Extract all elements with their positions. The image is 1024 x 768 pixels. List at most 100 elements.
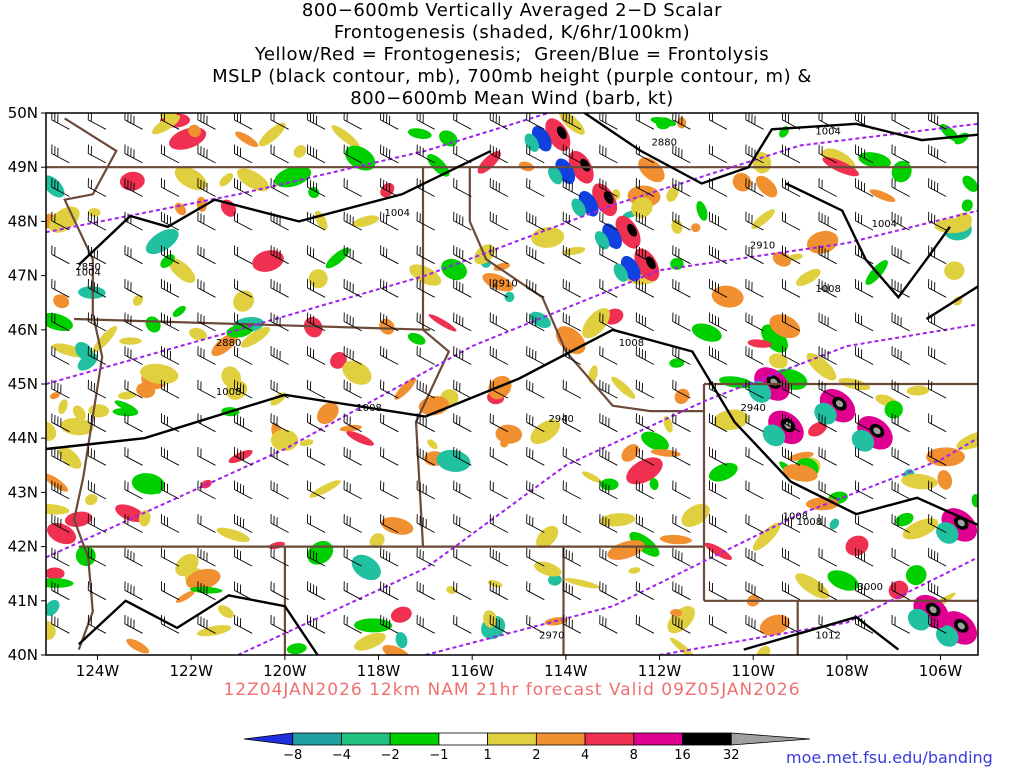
barb-flag (891, 312, 893, 322)
barb-flag (130, 214, 132, 224)
wind-barb (891, 312, 910, 332)
wind-barb (306, 581, 326, 601)
barb-flag (197, 547, 199, 557)
shade-blob (607, 540, 645, 560)
barb-flag (160, 514, 163, 524)
shade-blob (342, 360, 372, 385)
barb-flag (748, 549, 750, 559)
barb-flag (934, 147, 936, 157)
wind-barb (526, 514, 545, 533)
wind-barb (160, 245, 180, 265)
barb-flag (529, 515, 531, 525)
wind-barb (124, 413, 143, 433)
barb-flag (306, 514, 309, 524)
barb-flag (599, 312, 601, 322)
barb-flag (745, 480, 747, 490)
barb-flag (309, 146, 312, 156)
barb-flag (462, 317, 464, 327)
barb-flag (54, 582, 56, 592)
barb-flag (526, 446, 528, 456)
barb-flag (784, 448, 787, 458)
barb-flag (270, 379, 272, 389)
shade-blob (53, 294, 70, 309)
barb-flag (787, 517, 790, 527)
barb-flag (236, 616, 239, 626)
barb-flag (708, 245, 711, 255)
wind-barb (489, 178, 509, 197)
barb-flag (857, 482, 860, 492)
colorbar-label: 2 (532, 748, 540, 763)
wind-barb (562, 245, 582, 265)
barb-flag (489, 514, 491, 524)
barb-flag (54, 482, 56, 492)
wind-barb (306, 178, 326, 197)
shade-blob (827, 570, 859, 591)
height-contours (46, 113, 978, 655)
barb-flag (638, 414, 640, 424)
barb-flag (565, 582, 567, 592)
barb-flag (309, 113, 312, 122)
wind-barb (745, 113, 764, 130)
barb-flag (422, 550, 424, 560)
barb-flag (748, 582, 750, 592)
barb-flag (127, 582, 129, 592)
barb-flag (562, 144, 564, 154)
barb-flag (312, 282, 315, 292)
barb-flag (751, 181, 753, 191)
wind-barb (672, 312, 691, 332)
barb-flag (863, 552, 866, 562)
barb-flag (894, 414, 896, 424)
barb-flag (239, 550, 242, 560)
barb-flag (526, 312, 528, 322)
mslp-contour (743, 615, 900, 651)
wind-barb (233, 514, 253, 533)
barb-flag (419, 515, 421, 525)
wind-barb (197, 379, 216, 399)
barb-flag (124, 113, 126, 120)
barb-flag (312, 181, 315, 191)
barb-flag (644, 317, 646, 327)
barb-flag (276, 214, 278, 224)
barb-flag (784, 515, 787, 525)
barb-flag (532, 450, 534, 460)
barb-flag (349, 282, 351, 292)
barb-flag (51, 245, 53, 255)
shade-blob (795, 268, 821, 286)
barb-flag (386, 282, 388, 292)
barb-flag (565, 213, 567, 223)
shade-blob (240, 326, 271, 348)
wind-barb (672, 278, 691, 298)
barb-flag (273, 381, 275, 391)
wind-barb (87, 245, 107, 265)
shade-blob (330, 351, 347, 369)
wind-barb (928, 547, 947, 567)
wind-barb (672, 547, 691, 567)
credit-link[interactable]: moe.met.fsu.edu/banding (786, 748, 993, 767)
wind-barb (197, 514, 216, 533)
barb-flag (233, 379, 236, 389)
state-border (468, 167, 704, 413)
shade-blob (696, 201, 708, 221)
barb-flag (233, 278, 236, 288)
barb-flag (87, 581, 89, 591)
barb-flag (124, 581, 126, 591)
shade-blob (645, 256, 656, 270)
shade-blob (172, 305, 186, 318)
barb-flag (87, 547, 89, 557)
wind-barb (781, 547, 801, 567)
barb-flag (608, 518, 610, 528)
barb-flag (931, 314, 933, 324)
barb-flag (827, 283, 829, 293)
mslp-contour (77, 594, 319, 655)
wind-barb (891, 379, 910, 399)
lat-label: 43N (8, 483, 38, 501)
barb-flag (200, 314, 202, 324)
wind-barb (270, 144, 289, 164)
barb-flag (456, 146, 458, 156)
barb-flag (526, 211, 528, 221)
shade-blob (369, 533, 385, 549)
wind-barb (672, 581, 691, 601)
barb-flag (422, 450, 424, 460)
wind-barb (380, 312, 399, 332)
shade-blob (131, 473, 165, 495)
